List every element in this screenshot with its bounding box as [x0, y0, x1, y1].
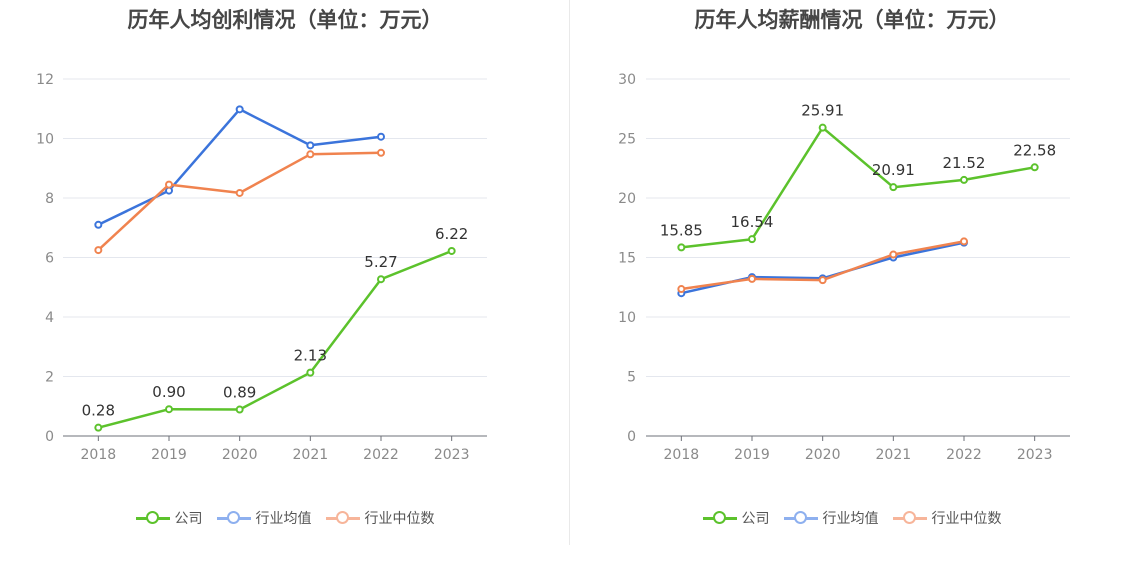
data-label: 20.91 — [872, 161, 915, 179]
line-chart-salary: 0 5 10 15 20 25 30 2018 2019 2020 2021 2022 2023 15.8… — [618, 72, 1070, 463]
data-point — [960, 175, 968, 184]
data-point — [889, 183, 898, 192]
legend-label: 公司 — [741, 511, 770, 527]
data-point — [94, 220, 103, 229]
series-line — [681, 126, 1035, 249]
y-tick-label: 20 — [618, 191, 636, 207]
y-tick-label: 5 — [627, 370, 636, 386]
legend-label: 行业均值 — [822, 511, 879, 527]
y-tick-label: 10 — [618, 310, 636, 326]
legend-marker-icon — [702, 511, 737, 525]
data-point — [377, 132, 385, 141]
data-point — [377, 275, 385, 284]
data-point — [377, 148, 385, 157]
series-line — [97, 151, 382, 252]
x-tick-label: 2020 — [805, 447, 841, 463]
y-tick-label: 8 — [45, 191, 54, 207]
data-label: 0.28 — [82, 402, 115, 420]
y-tick-label: 0 — [45, 429, 54, 445]
y-tick-label: 10 — [36, 132, 54, 148]
data-label: 6.22 — [435, 225, 468, 243]
chart-legend: 公司 行业均值 行业中位数 — [0, 508, 570, 528]
chart-panel-salary: 历年人均薪酬情况（单位：万元） 0 5 10 15 20 25 30 2018 2019 2020… — [570, 0, 1134, 582]
data-label: 0.89 — [223, 384, 256, 402]
data-label: 15.85 — [660, 221, 703, 239]
line-chart-profit: 0 2 4 6 8 10 12 2018 2019 2020 2021 2022 2023 0.28 0.9… — [36, 72, 487, 463]
data-point — [306, 150, 315, 159]
y-tick-label: 6 — [45, 251, 54, 267]
data-point — [748, 235, 756, 244]
data-point — [447, 246, 456, 255]
data-point — [94, 423, 103, 432]
x-tick-label: 2022 — [363, 447, 399, 463]
legend-marker-icon — [216, 511, 251, 525]
legend-marker-icon — [135, 511, 170, 525]
series-line — [97, 249, 453, 429]
data-label: 21.52 — [943, 154, 986, 172]
legend-label: 行业中位数 — [931, 511, 1002, 527]
legend-item-company[interactable]: 公司 — [702, 508, 770, 528]
data-point — [818, 123, 827, 132]
data-point — [165, 180, 173, 189]
legend-marker-icon — [783, 511, 818, 525]
data-point — [889, 250, 898, 259]
chart-title: 历年人均创利情况（单位：万元） — [127, 8, 443, 32]
data-point — [960, 237, 968, 246]
legend-item-company[interactable]: 公司 — [135, 508, 203, 528]
x-tick-label: 2023 — [1017, 447, 1053, 463]
y-tick-label: 4 — [45, 310, 54, 326]
data-label: 25.91 — [801, 102, 844, 120]
legend-label: 行业均值 — [255, 511, 312, 527]
x-tick-label: 2022 — [946, 447, 982, 463]
x-tick-label: 2023 — [434, 447, 470, 463]
panel-divider — [569, 0, 570, 545]
y-tick-label: 25 — [618, 132, 636, 148]
y-tick-label: 12 — [36, 72, 54, 88]
x-tick-label: 2019 — [734, 447, 770, 463]
x-tick-label: 2018 — [81, 447, 117, 463]
data-point — [235, 405, 244, 414]
data-point — [94, 246, 103, 255]
x-tick-label: 2020 — [222, 447, 258, 463]
data-point — [748, 274, 756, 283]
x-tick-label: 2019 — [151, 447, 187, 463]
legend-item-industry-median[interactable]: 行业中位数 — [325, 508, 435, 528]
x-tick-label: 2018 — [664, 447, 700, 463]
data-label: 16.54 — [731, 213, 774, 231]
chart-title: 历年人均薪酬情况（单位：万元） — [694, 8, 1010, 32]
data-point — [235, 105, 244, 114]
legend-marker-icon — [325, 511, 360, 525]
data-point — [306, 368, 315, 377]
x-tick-label: 2021 — [293, 447, 329, 463]
data-point — [677, 243, 686, 252]
data-point — [818, 276, 827, 285]
data-point — [235, 188, 244, 197]
data-point — [306, 141, 315, 150]
y-tick-label: 0 — [627, 429, 636, 445]
series-line — [97, 108, 382, 226]
data-point — [677, 285, 686, 294]
legend-item-industry-average[interactable]: 行业均值 — [783, 508, 879, 528]
legend-item-industry-median[interactable]: 行业中位数 — [892, 508, 1002, 528]
legend-label: 公司 — [174, 511, 203, 527]
legend-marker-icon — [892, 511, 927, 525]
chart-legend: 公司 行业均值 行业中位数 — [570, 508, 1134, 528]
x-tick-label: 2021 — [876, 447, 912, 463]
data-label: 0.90 — [152, 383, 185, 401]
chart-panel-profit: 历年人均创利情况（单位：万元） 0 2 4 6 8 10 12 2018 2019 2020 202… — [0, 8, 570, 528]
data-label: 5.27 — [364, 253, 397, 271]
y-tick-label: 30 — [618, 72, 636, 88]
data-label: 22.58 — [1013, 141, 1056, 159]
y-tick-label: 2 — [45, 370, 54, 386]
y-tick-label: 15 — [618, 251, 636, 267]
legend-label: 行业中位数 — [364, 511, 435, 527]
legend-item-industry-average[interactable]: 行业均值 — [216, 508, 312, 528]
data-point — [165, 405, 173, 414]
data-point — [1030, 163, 1039, 172]
data-label: 2.13 — [294, 347, 327, 365]
